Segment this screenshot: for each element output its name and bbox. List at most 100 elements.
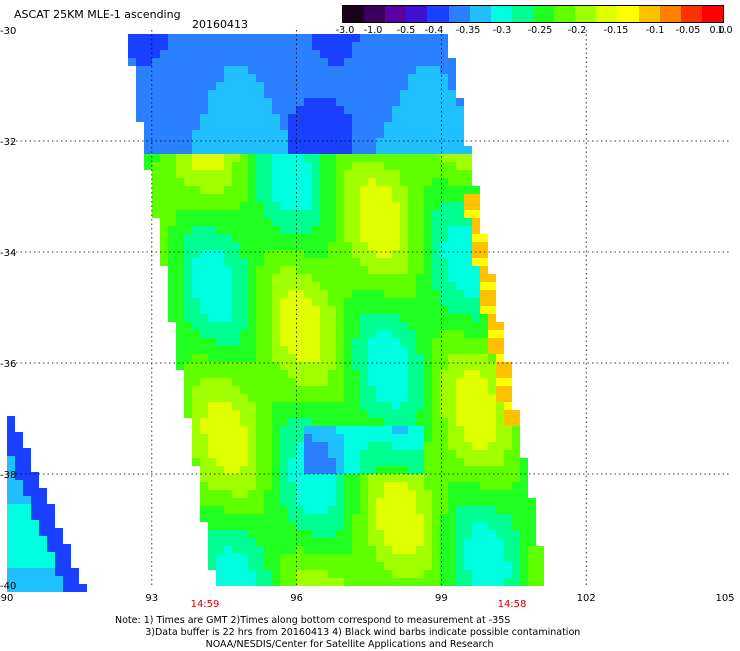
swath-cell [312,522,320,530]
swath-cell [408,482,416,490]
swath-cell [480,354,488,362]
swath-cell [296,458,304,466]
swath-cell [536,570,544,578]
swath-cell [352,506,360,514]
swath-cell [296,154,304,162]
swath-cell [408,578,416,586]
swath-cell [272,34,280,42]
swath-cell [440,258,448,266]
swath-cell [184,242,192,250]
swath-cell [312,90,320,98]
colorbar-tick-label: -0.25 [527,25,553,36]
swath-cell [480,442,488,450]
swath-cell [200,266,208,274]
swath-cell [360,562,368,570]
swath-cell [232,186,240,194]
swath-cell [352,34,360,42]
swath-cell [352,234,360,242]
swath-cell [512,506,520,514]
swath-cell [160,202,168,210]
swath-cell [256,466,264,474]
swath-cell [248,106,256,114]
swath-cell [184,202,192,210]
colorbar-tick-label: -0.2 [567,25,587,36]
swath-cell [256,410,264,418]
swath-cell [288,226,296,234]
swath-cell [432,370,440,378]
swath-cell [240,242,248,250]
swath-cell [232,50,240,58]
swath-cell [280,570,288,578]
swath-cell [288,514,296,522]
swath-cell [440,346,448,354]
swath-cell [280,66,288,74]
swath-cell [280,226,288,234]
swath-cell [208,562,216,570]
swath-cell [408,66,416,74]
swath-cell [192,122,200,130]
swath-cell [448,346,456,354]
swath-cell [280,82,288,90]
colorbar-swatch [406,6,428,22]
swath-cell [320,530,328,538]
swath-cell [376,546,384,554]
swath-cell [304,42,312,50]
swath-cell [304,450,312,458]
swath-cell [424,530,432,538]
swath-cell [232,490,240,498]
swath-cell [496,482,504,490]
swath-cell [47,552,55,560]
swath-cell [408,218,416,226]
swath-cell [512,450,520,458]
swath-cell [424,346,432,354]
swath-cell [352,362,360,370]
swath-cell [432,338,440,346]
swath-cell [264,442,272,450]
swath-cell [232,98,240,106]
swath-cell [496,330,504,338]
swath-cell [224,522,232,530]
swath-cell [480,322,488,330]
swath-cell [7,584,15,592]
swath-cell [344,562,352,570]
swath-cell [248,474,256,482]
swath-cell [360,306,368,314]
swath-cell [384,578,392,586]
swath-cell [408,154,416,162]
swath-cell [472,314,480,322]
swath-cell [312,202,320,210]
swath-cell [296,314,304,322]
swath-cell [208,482,216,490]
swath-cell [392,570,400,578]
swath-cell [368,290,376,298]
swath-cell [47,536,55,544]
swath-cell [240,418,248,426]
swath-cell [200,250,208,258]
swath-cell [400,314,408,322]
swath-cell [224,186,232,194]
swath-cell [312,258,320,266]
swath-cell [328,234,336,242]
swath-cell [192,338,200,346]
swath-cell [392,202,400,210]
swath-cell [352,378,360,386]
longitude-label: 96 [290,593,303,604]
swath-cell [328,426,336,434]
swath-cell [368,266,376,274]
swath-cell [304,66,312,74]
swath-cell [376,354,384,362]
swath-cell [336,146,344,154]
latitude-label: -36 [0,359,16,370]
swath-cell [136,82,144,90]
swath-cell [376,250,384,258]
swath-cell [224,378,232,386]
swath-cell [264,394,272,402]
swath-cell [408,242,416,250]
swath-cell [232,266,240,274]
swath-cell [472,306,480,314]
swath-cell [176,66,184,74]
swath-cell [408,426,416,434]
swath-cell [272,514,280,522]
swath-cell [448,154,456,162]
swath-cell [392,362,400,370]
